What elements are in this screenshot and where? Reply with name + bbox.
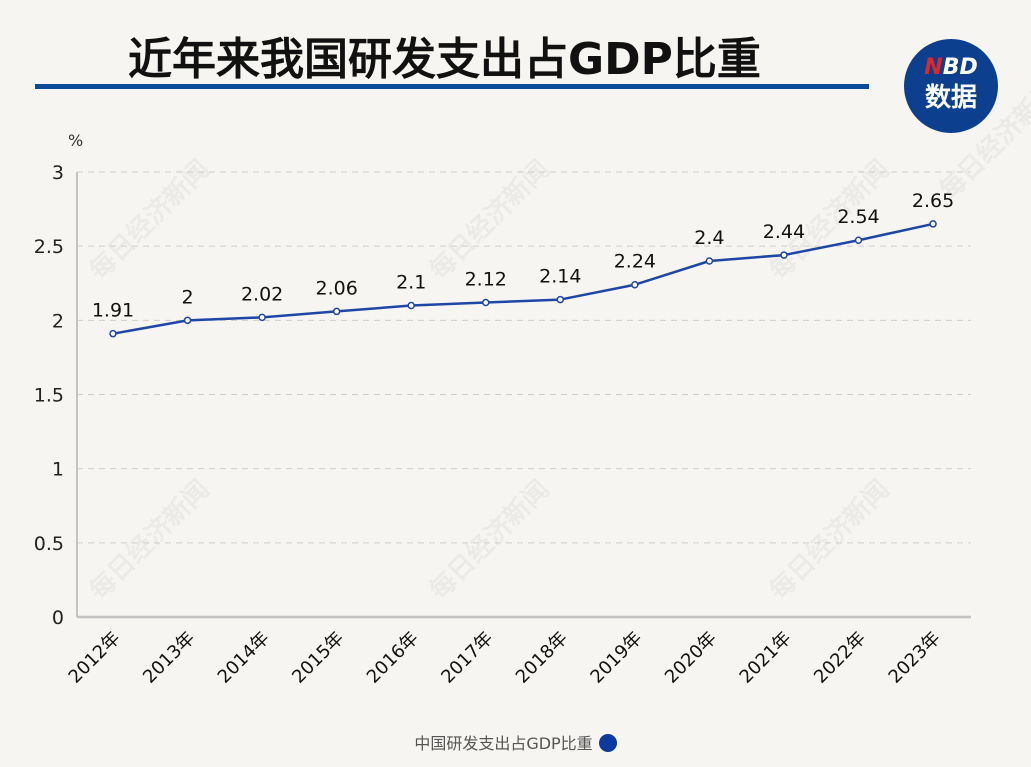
nbd-data-logo: NBD 数据 [904,39,998,133]
data-label: 2.44 [763,221,805,243]
x-tick-label: 2014年 [214,628,274,688]
x-tick-label: 2017年 [437,628,497,688]
x-tick-label: 2022年 [810,628,870,688]
x-tick-label: 2019年 [586,628,646,688]
y-tick-label: 2 [52,310,64,332]
x-tick-label: 2018年 [512,628,572,688]
data-point [631,280,639,289]
data-point [332,307,341,316]
data-point [929,220,937,228]
data-point [407,301,415,310]
data-label: 2.1 [396,272,426,294]
data-label: 1.91 [92,300,134,322]
legend-marker-icon [598,734,617,752]
data-point [183,316,192,325]
data-point [482,298,490,307]
chart-legend: 中国研发支出占GDP比重 [0,730,1031,754]
y-tick-label: 1.5 [34,385,64,407]
y-tick-label: 0 [52,607,64,629]
x-tick-label: 2015年 [288,628,348,688]
x-tick-label: 2013年 [139,628,199,688]
x-tick-label: 2023年 [885,628,945,688]
x-tick-label: 2020年 [661,628,721,688]
x-tick-label: 2012年 [65,628,125,688]
data-label: 2.24 [614,251,656,273]
legend-label: 中国研发支出占GDP比重 [414,734,593,753]
data-label: 2.54 [837,206,879,228]
y-tick-label: 0.5 [34,533,64,555]
data-point [854,236,863,244]
data-point [780,251,788,259]
data-label: 2.65 [912,190,954,212]
x-tick-label: 2021年 [736,628,796,688]
y-axis-unit-label: % [68,131,83,150]
logo-n-letter: N [924,55,943,80]
series-line [112,222,934,335]
data-point [705,257,714,265]
x-tick-label: 2016年 [363,628,423,688]
y-tick-label: 3 [52,162,64,184]
y-tick-label: 1 [52,459,64,481]
y-tick-label: 2.5 [34,236,64,258]
chart-title: 近年来我国研发支出占GDP比重 [128,34,761,85]
data-label: 2.14 [539,266,581,288]
data-label: 2.4 [694,227,724,249]
data-label: 2 [182,286,194,308]
logo-nbd-text: NBD [904,55,998,81]
data-point [258,313,266,322]
data-point [109,329,117,338]
logo-bd-letters: BD [942,55,978,80]
data-point [556,295,565,304]
logo-data-text: 数据 [924,83,977,113]
title-underline [35,84,869,89]
data-label: 2.02 [241,283,283,305]
data-label: 2.12 [465,269,507,291]
data-label: 2.06 [315,277,357,299]
